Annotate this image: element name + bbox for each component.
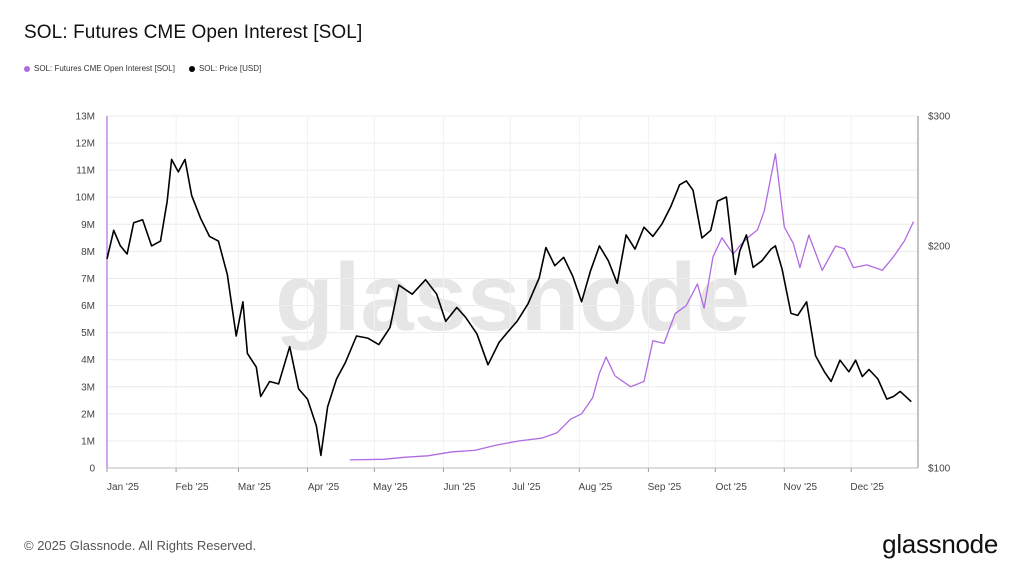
- brand-logo: glassnode: [882, 529, 998, 559]
- y-left-tick-label: 5M: [81, 328, 95, 339]
- x-tick-label: Feb '25: [176, 482, 209, 493]
- x-tick-label: Jul '25: [512, 482, 541, 493]
- copyright-footer: © 2025 Glassnode. All Rights Reserved.: [24, 538, 257, 553]
- x-tick-label: Oct '25: [716, 482, 748, 493]
- legend-swatch-price: [188, 65, 195, 72]
- y-left-tick-label: 8M: [81, 247, 95, 258]
- x-tick-label: Mar '25: [238, 482, 271, 493]
- series-line-price: [106, 158, 912, 457]
- y-left-tick-label: 6M: [81, 301, 95, 312]
- legend-label-price: SOL: Price [USD]: [198, 64, 262, 73]
- y-left-tick-label: 10M: [76, 193, 95, 204]
- y-left-tick-label: 13M: [76, 112, 95, 123]
- y-left-tick-label: 11M: [76, 166, 95, 177]
- y-left-tick-label: 7M: [81, 274, 95, 285]
- x-tick-label: Jun '25: [443, 482, 475, 493]
- y-left-tick-label: 3M: [81, 382, 95, 393]
- y-left-tick-label: 0: [89, 464, 95, 475]
- x-tick-label: Apr '25: [308, 482, 340, 493]
- x-tick-label: Jan '25: [107, 482, 139, 493]
- x-tick-label: Nov '25: [784, 482, 818, 493]
- legend-item-price[interactable]: SOL: Price [USD]: [188, 64, 262, 73]
- y-right-tick-label: $100: [928, 464, 951, 475]
- legend-swatch-open-interest: [24, 65, 30, 72]
- y-right-tick-label: $200: [928, 241, 951, 252]
- y-left-tick-label: 12M: [76, 139, 95, 150]
- y-left-tick-label: 1M: [81, 436, 95, 447]
- y-right-tick-label: $300: [928, 112, 951, 123]
- chart-title: SOL: Futures CME Open Interest [SOL]: [24, 22, 363, 43]
- y-left-tick-label: 2M: [81, 409, 95, 420]
- x-tick-label: Dec '25: [850, 482, 884, 493]
- x-tick-label: Sep '25: [648, 482, 682, 493]
- x-tick-label: May '25: [373, 482, 408, 493]
- y-left-tick-label: 9M: [81, 220, 95, 231]
- watermark: glassnode: [275, 244, 750, 351]
- chart-legend: SOL: Futures CME Open Interest [SOL] SOL…: [24, 64, 261, 73]
- series-line-open-interest: [349, 153, 915, 461]
- y-left-tick-label: 4M: [81, 355, 95, 366]
- x-tick-label: Aug '25: [579, 482, 613, 493]
- legend-label-open-interest: SOL: Futures CME Open Interest [SOL]: [34, 64, 175, 73]
- legend-item-open-interest[interactable]: SOL: Futures CME Open Interest [SOL]: [24, 64, 175, 73]
